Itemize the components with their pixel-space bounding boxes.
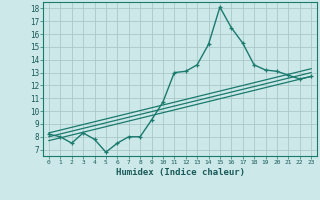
X-axis label: Humidex (Indice chaleur): Humidex (Indice chaleur) bbox=[116, 168, 244, 177]
